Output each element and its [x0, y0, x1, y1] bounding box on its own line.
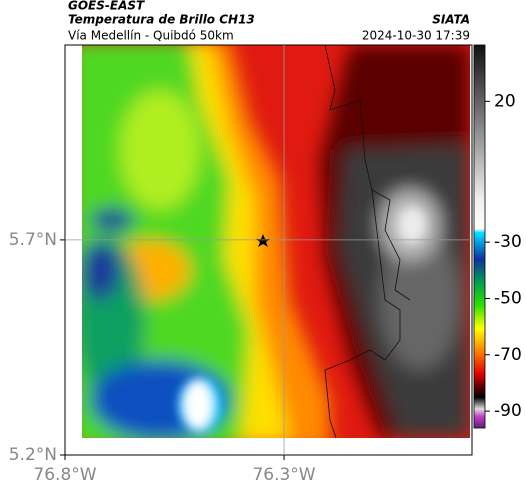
plot-frame: [64, 44, 473, 456]
title: Temperatura de Brillo CH13: [68, 13, 255, 27]
y-tick-label: 5.7°N: [9, 230, 57, 250]
colorbar-tick-label: 20: [494, 91, 516, 111]
colorbar: [473, 44, 486, 429]
subtitle: Vía Medellín - Quibdó 50km: [68, 29, 234, 43]
datetime: 2024-10-30 17:39: [362, 29, 470, 43]
source: GOES-EAST: [68, 0, 145, 13]
x-tick-label: 76.3°W: [252, 465, 315, 485]
y-tick-label: 5.2°N: [9, 445, 57, 465]
credit: SIATA: [432, 13, 470, 27]
city-marker: [256, 234, 270, 247]
colorbar-tick-label: -30: [494, 232, 522, 252]
colorbar-tick-label: -50: [494, 288, 522, 308]
colorbar-tick-label: -90: [494, 401, 522, 421]
colorbar-tick-label: -70: [494, 345, 522, 365]
x-tick-label: 76.8°W: [33, 465, 96, 485]
brightness-field: [82, 45, 470, 438]
